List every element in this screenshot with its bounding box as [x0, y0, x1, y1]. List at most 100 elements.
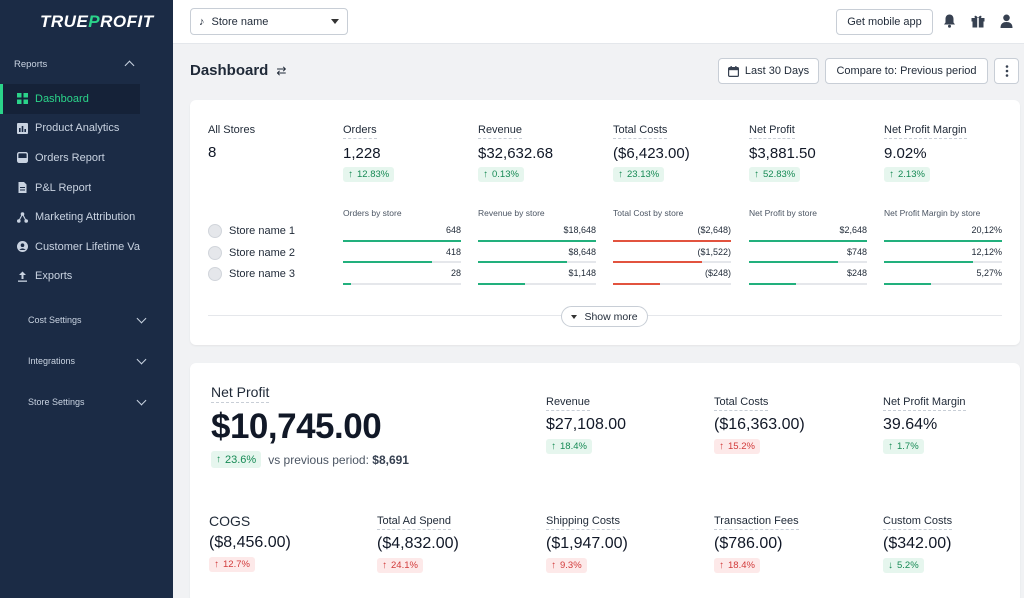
- sidebar-item-product-analytics[interactable]: Product Analytics: [0, 114, 140, 144]
- arrow-up-icon: ↑: [483, 169, 488, 180]
- store-name: Store name 1: [229, 225, 296, 237]
- store-row[interactable]: Store name 3: [208, 267, 295, 281]
- breakdown-bar: ($248): [613, 265, 731, 287]
- chevron-down-icon: [136, 354, 147, 365]
- change-badge: ↑ 18.4%: [546, 439, 592, 454]
- sidebar-spacer: [0, 291, 173, 299]
- bar-track: [613, 239, 731, 242]
- metric-label[interactable]: Total Ad Spend: [377, 515, 452, 530]
- sidebar-item-exports[interactable]: Exports: [0, 262, 140, 292]
- gift-icon[interactable]: [970, 13, 986, 29]
- breakdown-bar: ($2,648): [613, 222, 731, 244]
- date-range-button[interactable]: Last 30 Days: [718, 58, 819, 84]
- metric-value: $32,632.68: [478, 145, 554, 162]
- metric-label[interactable]: Net Profit Margin: [883, 396, 966, 411]
- truprofit-logo[interactable]: TRUE P ROFIT: [0, 0, 173, 44]
- change-value: 2.13%: [898, 169, 925, 180]
- bar-fill: [613, 239, 731, 242]
- metric-label[interactable]: Transaction Fees: [714, 515, 799, 530]
- sidebar-item-orders-report[interactable]: Orders Report: [0, 143, 140, 173]
- metric-label[interactable]: Shipping Costs: [546, 515, 620, 530]
- sidebar-item-label: Dashboard: [35, 92, 89, 105]
- get-mobile-app-button[interactable]: Get mobile app: [836, 9, 933, 35]
- sidebar-item-pl-report[interactable]: P&L Report: [0, 173, 140, 203]
- store-row[interactable]: Store name 1: [208, 224, 295, 238]
- arrow-up-icon: ↑: [551, 441, 556, 452]
- metric-value: 1,228: [343, 145, 381, 162]
- bar-value: $2,648: [839, 225, 867, 235]
- metric-label[interactable]: COGS: [209, 513, 251, 529]
- sidebar-item-marketing-attribution[interactable]: Marketing Attribution: [0, 202, 140, 232]
- metric-label[interactable]: Revenue: [546, 396, 591, 411]
- bar-value: ($1,522): [697, 246, 731, 257]
- sidebar-item-label: Customer Lifetime Va: [35, 240, 140, 253]
- vs-value: $8,691: [372, 452, 409, 467]
- user-icon[interactable]: [998, 13, 1014, 29]
- bar-track: [478, 261, 596, 263]
- breakdown-bar: $8,648: [478, 244, 596, 266]
- net-profit-comparison: ↑ 23.6% vs previous period: $8,691: [211, 451, 409, 468]
- bar-value: $248: [846, 268, 867, 278]
- sidebar: TRUE P ROFIT Reports Dashboard Product Ana…: [0, 0, 173, 598]
- metric-label[interactable]: Orders: [343, 124, 377, 139]
- breakdown-title: Net Profit Margin by store: [884, 208, 981, 218]
- radio-button[interactable]: [208, 246, 222, 260]
- change-value: 24.1%: [391, 560, 418, 571]
- radio-button[interactable]: [208, 224, 222, 238]
- metric-label[interactable]: Net Profit: [749, 124, 795, 139]
- arrow-up-icon: ↑: [551, 560, 556, 571]
- breakdown-orders: Orders by store 648 418 28: [343, 208, 461, 285]
- breakdown-title: Total Cost by store: [613, 208, 684, 218]
- breakdown-title: Revenue by store: [478, 208, 545, 218]
- compare-button[interactable]: Compare to: Previous period: [825, 58, 988, 84]
- metric-label[interactable]: Custom Costs: [883, 515, 953, 530]
- breakdown-bar: $748: [749, 244, 867, 266]
- reports-section-header[interactable]: Reports: [0, 44, 173, 84]
- store-select[interactable]: ♪ Store name: [190, 8, 348, 35]
- metric-net-profit-margin: Net Profit Margin 9.02% ↑ 2.13%: [884, 120, 967, 182]
- kebab-icon: [1005, 65, 1008, 77]
- bell-icon[interactable]: [941, 13, 957, 29]
- bar-value: ($248): [704, 268, 731, 278]
- net-profit-hero: Net Profit $10,745.00 ↑ 23.6% vs previous…: [211, 384, 409, 468]
- group-label: Integrations: [28, 355, 76, 366]
- metric-value: ($4,832.00): [377, 535, 459, 552]
- metric-value: ($786.00): [714, 535, 783, 552]
- store-name: Store name 2: [229, 247, 296, 259]
- store-row[interactable]: Store name 2: [208, 246, 295, 260]
- bar-value: 648: [445, 225, 461, 235]
- breakdown-bar: 5,27%: [884, 265, 1002, 287]
- net-profit-label[interactable]: Net Profit: [211, 384, 270, 403]
- bar-fill: [884, 261, 973, 263]
- bar-track: [613, 282, 731, 285]
- bar-value: 20,12%: [971, 225, 1002, 235]
- logo-text: TRUE: [40, 12, 89, 31]
- breakdown-bar: 28: [343, 265, 461, 287]
- sidebar-item-customer-lifetime[interactable]: Customer Lifetime Va: [0, 232, 140, 262]
- user-circle-icon: [17, 241, 28, 253]
- caret-down-icon: [331, 19, 339, 24]
- metric-label[interactable]: Net Profit Margin: [884, 124, 967, 139]
- breakdown-bar: 418: [343, 244, 461, 266]
- radio-button[interactable]: [208, 267, 222, 281]
- swap-icon[interactable]: ⇄: [276, 63, 287, 78]
- inbox-icon: [17, 152, 28, 164]
- sidebar-group-store-settings[interactable]: Store Settings: [0, 381, 173, 422]
- show-more-button[interactable]: Show more: [561, 306, 648, 327]
- sidebar-item-dashboard[interactable]: Dashboard: [0, 84, 140, 114]
- calendar-icon: [727, 65, 739, 77]
- breakdown-bar: ($1,522): [613, 244, 731, 266]
- breakdown-net-profit: Net Profit by store $2,648 $748 $248: [749, 208, 867, 285]
- sidebar-group-integrations[interactable]: Integrations: [0, 340, 173, 381]
- change-badge: ↓ 5.2%: [883, 558, 924, 573]
- metric-label[interactable]: Revenue: [478, 124, 523, 139]
- sidebar-group-cost-settings[interactable]: Cost Settings: [0, 299, 173, 340]
- metric-label[interactable]: Total Costs: [714, 396, 769, 411]
- metric-revenue-2: Revenue $27,108.00 ↑ 18.4%: [546, 392, 626, 454]
- chevron-down-icon: [136, 395, 147, 406]
- show-more-label: Show more: [584, 310, 638, 323]
- metric-label[interactable]: Total Costs: [613, 124, 668, 139]
- change-value: 12.83%: [357, 169, 390, 180]
- more-options-button[interactable]: [994, 58, 1019, 84]
- bar-track: [478, 239, 596, 242]
